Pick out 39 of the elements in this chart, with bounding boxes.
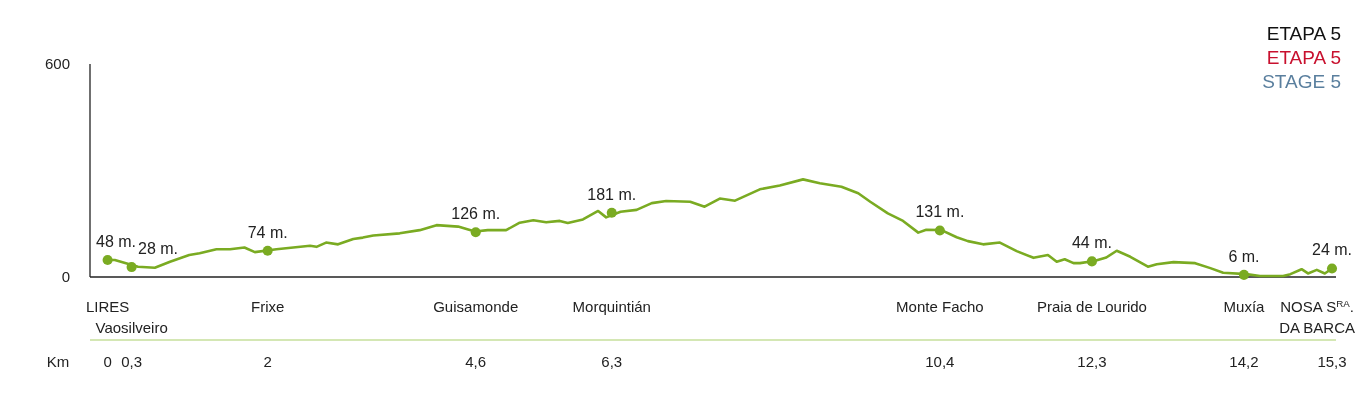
point [102,254,113,265]
data-label: 6 m. [1228,247,1260,265]
x-tick-label: 15,3 [1317,353,1347,371]
data-label: 48 m. [96,232,137,250]
text: NOSA S$^{RA}$. DA BARCA [1279,297,1355,336]
point [606,207,617,218]
x-tick-label: 6,3 [601,353,623,371]
data-label: 24 m. [1311,241,1353,259]
chart-title: ETAPA 5 ETAPA 5 STAGE 5 [1262,23,1341,92]
text: Vaosilveiro [95,319,168,336]
text: Frixe [250,298,285,315]
data-label: 126 m. [451,205,501,223]
x-tick-label: 14,2 [1229,353,1259,371]
data-label: 131 m. [915,203,965,221]
point [1086,256,1097,267]
text: Muxía [1223,298,1266,315]
text: Monte Facho [896,298,984,315]
point [126,262,137,273]
y-tick-label: 600 [44,55,70,73]
text: Morquintián [572,298,651,315]
point [470,227,481,238]
x-tick-label: 10,4 [925,353,955,371]
x-tick-label: 4,6 [465,353,487,371]
text: Praia de Lourido [1036,298,1147,315]
point [934,225,945,236]
text: Guisamonde [433,298,519,315]
x-tick-label: 0 [103,353,112,371]
data-label: 74 m. [247,223,288,241]
x-tick-label: 0,3 [121,353,143,371]
text: LIRES [85,298,130,315]
x-tick-label: 2 [263,353,272,371]
point [1326,263,1338,274]
point [1238,269,1250,280]
point [262,245,273,256]
x-tick-label: 12,3 [1077,353,1107,371]
data-label: 181 m. [587,185,637,203]
x-axis-title: Km [46,353,70,371]
data-label: 44 m. [1071,234,1112,252]
data-label: 28 m. [138,240,179,258]
